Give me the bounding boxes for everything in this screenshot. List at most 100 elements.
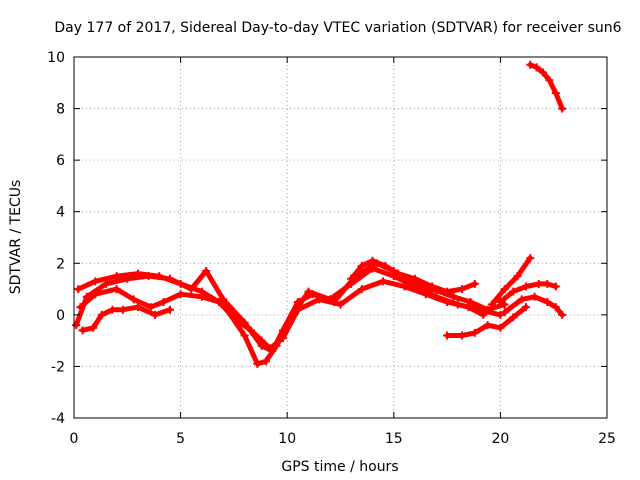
data-point [496, 310, 505, 319]
data-point [421, 290, 430, 299]
data-point [500, 308, 509, 317]
data-point [357, 261, 366, 270]
data-point [159, 297, 168, 306]
axes: 0 5 10 15 20 25 -4 -2 0 2 4 6 8 10 [47, 50, 616, 447]
data-point [513, 272, 522, 281]
data-point [443, 331, 452, 340]
y-tick-label: 4 [56, 205, 65, 221]
data-point [308, 290, 317, 299]
x-axis-label: GPS time / hours [281, 459, 398, 475]
data-point [379, 277, 388, 286]
data-point [558, 104, 567, 113]
data-point [91, 290, 100, 299]
x-tick-label: 25 [598, 431, 616, 447]
data-point [293, 305, 302, 314]
data-point [232, 316, 241, 325]
data-point [483, 305, 492, 314]
data-point [112, 285, 121, 294]
data-point [543, 279, 552, 288]
chart-title: Day 177 of 2017, Sidereal Day-to-day VTE… [54, 20, 621, 36]
data-point [443, 297, 452, 306]
data-point [293, 297, 302, 306]
data-point [411, 274, 420, 283]
data-point [381, 261, 390, 270]
data-point [394, 269, 403, 278]
data-point [532, 63, 541, 72]
data-point [458, 285, 467, 294]
data-point [449, 292, 458, 301]
data-point [464, 303, 473, 312]
data-point [129, 295, 138, 304]
y-tick-label: 8 [56, 102, 65, 118]
data-point [357, 285, 366, 294]
data-point [545, 76, 554, 85]
data-point [278, 334, 287, 343]
data-point [97, 310, 106, 319]
data-point [187, 285, 196, 294]
data-point [219, 295, 228, 304]
data-point [483, 321, 492, 330]
data-point [400, 282, 409, 291]
series-track-3 [77, 278, 486, 351]
data-point [551, 282, 560, 291]
data-point [534, 279, 543, 288]
data-point [496, 323, 505, 332]
data-point [509, 313, 518, 322]
data-point [526, 254, 535, 263]
data-point [470, 328, 479, 337]
data-point [543, 297, 552, 306]
data-point [119, 305, 128, 314]
data-point [151, 310, 160, 319]
data-point [521, 282, 530, 291]
data-point [214, 297, 223, 306]
data-point [368, 256, 377, 265]
grid [74, 57, 607, 418]
data-point [108, 305, 117, 314]
data-point [246, 326, 255, 335]
data-point [496, 297, 505, 306]
data-point [336, 300, 345, 309]
data-point [558, 310, 567, 319]
data-series [72, 60, 567, 368]
data-point [146, 303, 155, 312]
y-tick-label: 10 [47, 50, 65, 66]
y-tick-label: 0 [56, 308, 65, 324]
x-tick-label: 5 [176, 431, 185, 447]
data-point [526, 60, 535, 69]
data-point [123, 274, 132, 283]
y-tick-label: -2 [51, 359, 65, 375]
series-track-5 [348, 258, 478, 295]
data-point [521, 303, 530, 312]
data-point [551, 89, 560, 98]
data-point [253, 359, 262, 368]
data-point [470, 279, 479, 288]
data-point [144, 272, 153, 281]
data-point [479, 310, 488, 319]
y-tick-label: 6 [56, 153, 65, 169]
data-point [240, 331, 249, 340]
x-tick-label: 0 [70, 431, 79, 447]
y-tick-label: -4 [51, 411, 65, 427]
data-point [202, 267, 211, 276]
data-point [443, 287, 452, 296]
data-point [78, 326, 87, 335]
data-point [551, 303, 560, 312]
data-point [72, 321, 81, 330]
data-point [266, 344, 275, 353]
data-point [257, 336, 266, 345]
x-tick-label: 15 [385, 431, 403, 447]
data-point [539, 68, 548, 77]
data-point [76, 303, 85, 312]
data-point [517, 295, 526, 304]
data-point [347, 274, 356, 283]
data-point [176, 290, 185, 299]
data-point [458, 331, 467, 340]
data-point [500, 300, 509, 309]
series-track-4 [80, 304, 173, 333]
data-point [487, 300, 496, 309]
data-point [197, 292, 206, 301]
data-point [91, 277, 100, 286]
plot-frame [73, 56, 608, 419]
data-point [165, 305, 174, 314]
